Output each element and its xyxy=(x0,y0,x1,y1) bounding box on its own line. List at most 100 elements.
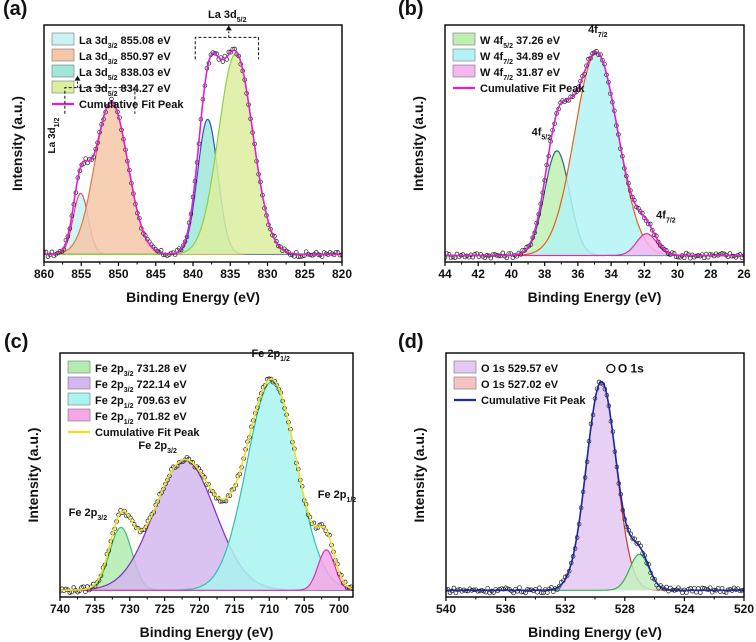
legend-entry-label: W 4f7/2 31.87 eV xyxy=(480,67,561,82)
x-tick-label: 830 xyxy=(257,267,277,281)
peak-fill-3 xyxy=(60,381,353,591)
legend-swatch xyxy=(51,32,75,46)
x-tick-label: 855 xyxy=(71,267,91,281)
legend-entry-label: Cumulative Fit Peak xyxy=(79,99,184,111)
panel-a: 860 855 850 845 840 835 830 825 820 Binding Energ… xyxy=(3,0,352,305)
x-tick-label: 720 xyxy=(190,602,210,616)
legend: W 4f5/2 37.26 eVW 4f7/2 34.89 eVW 4f7/2 … xyxy=(452,32,585,95)
x-tick-label: 825 xyxy=(295,267,315,281)
peak-fill-1 xyxy=(446,381,744,591)
x-tick-label: 40 xyxy=(505,267,519,281)
y-axis-label: Intensity (a.u.) xyxy=(25,428,41,523)
x-axis-label: Binding Energy (eV) xyxy=(140,624,274,640)
x-tick-label: 524 xyxy=(674,602,694,616)
x-tick-label: 26 xyxy=(737,267,751,281)
legend-swatch xyxy=(67,360,91,374)
peak-fill-2 xyxy=(44,101,342,255)
panel-d: 540 536 532 528 524 520 Binding Energy (eV) Int… xyxy=(398,331,754,640)
peak-line-4 xyxy=(60,549,353,591)
x-axis-label: Binding Energy (eV) xyxy=(528,624,662,640)
legend-entry-label: O 1s 529.57 eV xyxy=(481,363,559,375)
plot-area xyxy=(44,46,342,260)
x-tick-label: 730 xyxy=(120,602,140,616)
plot-area xyxy=(60,376,353,595)
legend-entry-label: Cumulative Fit Peak xyxy=(480,83,585,95)
plot-area xyxy=(446,379,744,596)
cumulative-fit-line xyxy=(446,380,744,592)
marker-circle-icon xyxy=(606,363,616,374)
arrow-head-icon xyxy=(225,25,232,31)
legend-swatch xyxy=(67,376,91,390)
x-tick-label: 710 xyxy=(259,602,279,616)
x-tick-label: 32 xyxy=(638,267,652,281)
peak-annotation: La 3d1/2 xyxy=(47,118,61,154)
bracket xyxy=(64,87,136,114)
x-tick-label: 700 xyxy=(329,602,349,616)
x-axis-label: Binding Energy (eV) xyxy=(528,289,662,305)
y-axis-label: Intensity (a.u.) xyxy=(410,96,426,191)
legend-entry-label: Cumulative Fit Peak xyxy=(95,427,200,439)
panel-label: (c) xyxy=(4,331,28,353)
legend-swatch xyxy=(452,64,476,78)
legend-entry-label: La 3d5/2 834.27 eV xyxy=(79,83,171,98)
peak-annotation: La 3d5/2 xyxy=(208,9,247,24)
legend-swatch xyxy=(67,392,91,406)
legend-entry-label: Cumulative Fit Peak xyxy=(481,395,586,407)
x-tick-label: 520 xyxy=(734,602,754,616)
plot-area xyxy=(445,49,744,261)
legend-entry-label: La 3d5/2 838.03 eV xyxy=(79,67,171,82)
x-tick-label: 30 xyxy=(671,267,685,281)
x-tick-label: 540 xyxy=(436,602,456,616)
x-tick-label: 536 xyxy=(496,602,516,616)
peak-annotation: 4f7/2 xyxy=(656,209,676,224)
legend-entry-label: O 1s 527.02 eV xyxy=(481,379,559,391)
legend-swatch xyxy=(51,80,75,94)
plot-frame xyxy=(59,352,354,598)
legend-swatch xyxy=(51,48,75,62)
peak-annotation: 4f7/2 xyxy=(588,24,608,39)
x-tick-label: 528 xyxy=(615,602,635,616)
x-tick-label: 532 xyxy=(555,602,575,616)
x-tick-label: 840 xyxy=(183,267,203,281)
y-axis-label: Intensity (a.u.) xyxy=(9,96,25,191)
x-tick-label: 36 xyxy=(571,267,585,281)
cumulative-fit-line xyxy=(44,49,342,256)
peak-annotation: Fe 2p3/2 xyxy=(138,440,177,455)
peak-annotation: Fe 2p1/2 xyxy=(318,489,357,504)
peak-fill-3 xyxy=(44,119,342,255)
peak-fill-4 xyxy=(60,549,353,591)
peak-annotation: Fe 2p1/2 xyxy=(251,348,290,363)
legend-swatch xyxy=(452,32,476,46)
panel-b: 44 42 40 38 36 34 32 30 28 26 Binding Energy (eV) I… xyxy=(398,0,751,305)
legend-entry-label: Fe 2p3/2 722.14 eV xyxy=(95,379,187,394)
x-tick-label: 735 xyxy=(85,602,105,616)
legend-swatch xyxy=(67,408,91,422)
x-tick-label: 820 xyxy=(332,267,352,281)
x-tick-label: 860 xyxy=(34,267,54,281)
arrow-head-icon xyxy=(74,75,81,81)
panel-label: (d) xyxy=(398,331,424,353)
x-tick-label: 28 xyxy=(704,267,718,281)
panel-label: (b) xyxy=(398,0,424,20)
bracket xyxy=(194,36,260,60)
x-tick-label: 835 xyxy=(220,267,240,281)
legend-entry-label: W 4f5/2 37.26 eV xyxy=(480,35,561,50)
x-tick-label: 34 xyxy=(604,267,618,281)
legend-entry-label: La 3d3/2 855.08 eV xyxy=(79,35,171,50)
legend-swatch xyxy=(51,64,75,78)
peak-fill-2 xyxy=(445,52,744,256)
peak-annotation: Fe 2p3/2 xyxy=(69,507,108,522)
peak-annotation: 4f5/2 xyxy=(532,127,552,142)
x-tick-label: 42 xyxy=(472,267,486,281)
y-axis-label: Intensity (a.u.) xyxy=(411,428,427,523)
x-tick-label: 44 xyxy=(438,267,452,281)
x-tick-label: 38 xyxy=(538,267,552,281)
panel-label: (a) xyxy=(3,0,27,20)
cumulative-fit-line xyxy=(60,378,353,591)
legend-swatch xyxy=(452,48,476,62)
x-tick-label: 725 xyxy=(155,602,175,616)
legend: O 1s 529.57 eV O 1s 527.02 eV Cumulative F… xyxy=(453,360,586,407)
